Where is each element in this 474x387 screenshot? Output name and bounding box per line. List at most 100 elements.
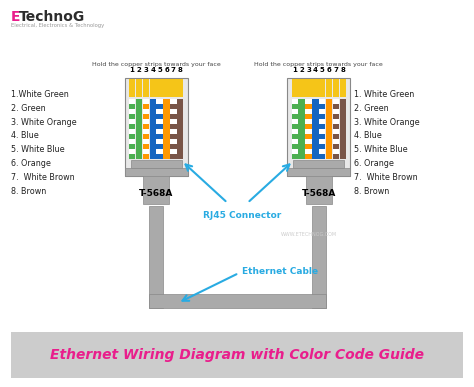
Text: 6: 6 — [164, 67, 169, 73]
Text: 4: 4 — [150, 67, 155, 73]
Bar — [319, 99, 326, 103]
Text: 2. Green: 2. Green — [11, 104, 46, 113]
Bar — [156, 99, 163, 159]
Bar — [143, 139, 149, 144]
Bar — [149, 99, 156, 159]
Text: 6. Orange: 6. Orange — [11, 159, 51, 168]
Bar — [130, 160, 182, 168]
Bar — [305, 79, 311, 97]
Bar — [333, 149, 339, 154]
Bar — [156, 149, 163, 154]
Bar — [326, 79, 332, 97]
Bar — [149, 206, 163, 308]
Bar — [319, 109, 326, 113]
Bar — [143, 99, 149, 103]
Text: 4. Blue: 4. Blue — [11, 132, 39, 140]
Text: RJ45 Connector: RJ45 Connector — [203, 211, 282, 220]
Bar — [292, 79, 298, 97]
Bar — [333, 99, 339, 103]
Text: 2. Green: 2. Green — [355, 104, 389, 113]
Text: 8: 8 — [340, 67, 346, 73]
Text: 5. White Blue: 5. White Blue — [355, 145, 408, 154]
Bar — [129, 119, 135, 123]
Bar — [170, 139, 176, 144]
Text: 1. White Green: 1. White Green — [355, 90, 415, 99]
Bar — [143, 99, 149, 159]
Text: 8. Brown: 8. Brown — [355, 187, 390, 195]
Bar — [299, 79, 305, 97]
Bar — [292, 109, 298, 113]
Bar — [170, 149, 176, 154]
Bar — [312, 99, 319, 159]
Bar — [177, 79, 183, 97]
Bar — [125, 78, 188, 176]
Text: 6. Orange: 6. Orange — [355, 159, 394, 168]
Bar — [170, 99, 176, 159]
Bar — [305, 149, 311, 154]
Bar — [319, 129, 326, 134]
Bar — [333, 139, 339, 144]
Bar — [292, 119, 298, 123]
Bar — [287, 168, 350, 176]
Text: Electrical, Electronics & Technology: Electrical, Electronics & Technology — [11, 23, 104, 28]
Bar — [149, 79, 156, 97]
Text: TechnoG: TechnoG — [19, 10, 85, 24]
Bar — [156, 99, 163, 103]
Bar — [305, 129, 311, 134]
Bar — [170, 109, 176, 113]
Text: 7.  White Brown: 7. White Brown — [11, 173, 75, 182]
Bar — [143, 79, 149, 97]
Text: 3: 3 — [306, 67, 311, 73]
Bar — [143, 119, 149, 123]
Bar — [319, 139, 326, 144]
Text: T-568A: T-568A — [301, 189, 336, 198]
Bar — [292, 139, 298, 144]
Text: 5. White Blue: 5. White Blue — [11, 145, 65, 154]
Bar — [312, 79, 319, 97]
Text: 2: 2 — [137, 67, 141, 73]
Text: 3. White Orange: 3. White Orange — [11, 118, 77, 127]
Bar — [305, 119, 311, 123]
Text: 7.  White Brown: 7. White Brown — [355, 173, 418, 182]
Bar — [333, 119, 339, 123]
Bar — [136, 99, 142, 159]
Text: 1: 1 — [129, 67, 135, 73]
Bar — [326, 99, 332, 159]
Bar — [170, 119, 176, 123]
Bar — [149, 294, 326, 308]
Text: Ethernet Wiring Diagram with Color Code Guide: Ethernet Wiring Diagram with Color Code … — [50, 348, 424, 362]
Bar — [340, 99, 346, 159]
Text: 8: 8 — [178, 67, 183, 73]
Text: 6: 6 — [327, 67, 332, 73]
Bar — [136, 79, 142, 97]
Bar — [319, 99, 326, 159]
Text: 8. Brown: 8. Brown — [11, 187, 46, 195]
Bar — [333, 79, 339, 97]
Bar — [312, 206, 326, 308]
Bar — [143, 129, 149, 134]
Bar — [340, 79, 346, 97]
Bar — [170, 99, 176, 103]
Bar — [156, 119, 163, 123]
Bar — [129, 109, 135, 113]
Bar — [292, 99, 298, 159]
Bar — [129, 79, 135, 97]
Text: 1: 1 — [292, 67, 297, 73]
Bar — [305, 139, 311, 144]
Bar — [177, 99, 183, 159]
Bar — [292, 99, 298, 103]
Bar — [292, 149, 298, 154]
Bar — [129, 149, 135, 154]
Bar — [170, 129, 176, 134]
Text: 7: 7 — [171, 67, 176, 73]
Bar — [305, 109, 311, 113]
Bar — [129, 129, 135, 134]
Bar — [129, 99, 135, 103]
Text: 1.White Green: 1.White Green — [11, 90, 69, 99]
Bar — [170, 79, 176, 97]
Bar — [129, 99, 135, 159]
Text: 4. Blue: 4. Blue — [355, 132, 382, 140]
Bar — [11, 332, 463, 378]
Bar — [293, 160, 345, 168]
Bar — [305, 99, 311, 103]
